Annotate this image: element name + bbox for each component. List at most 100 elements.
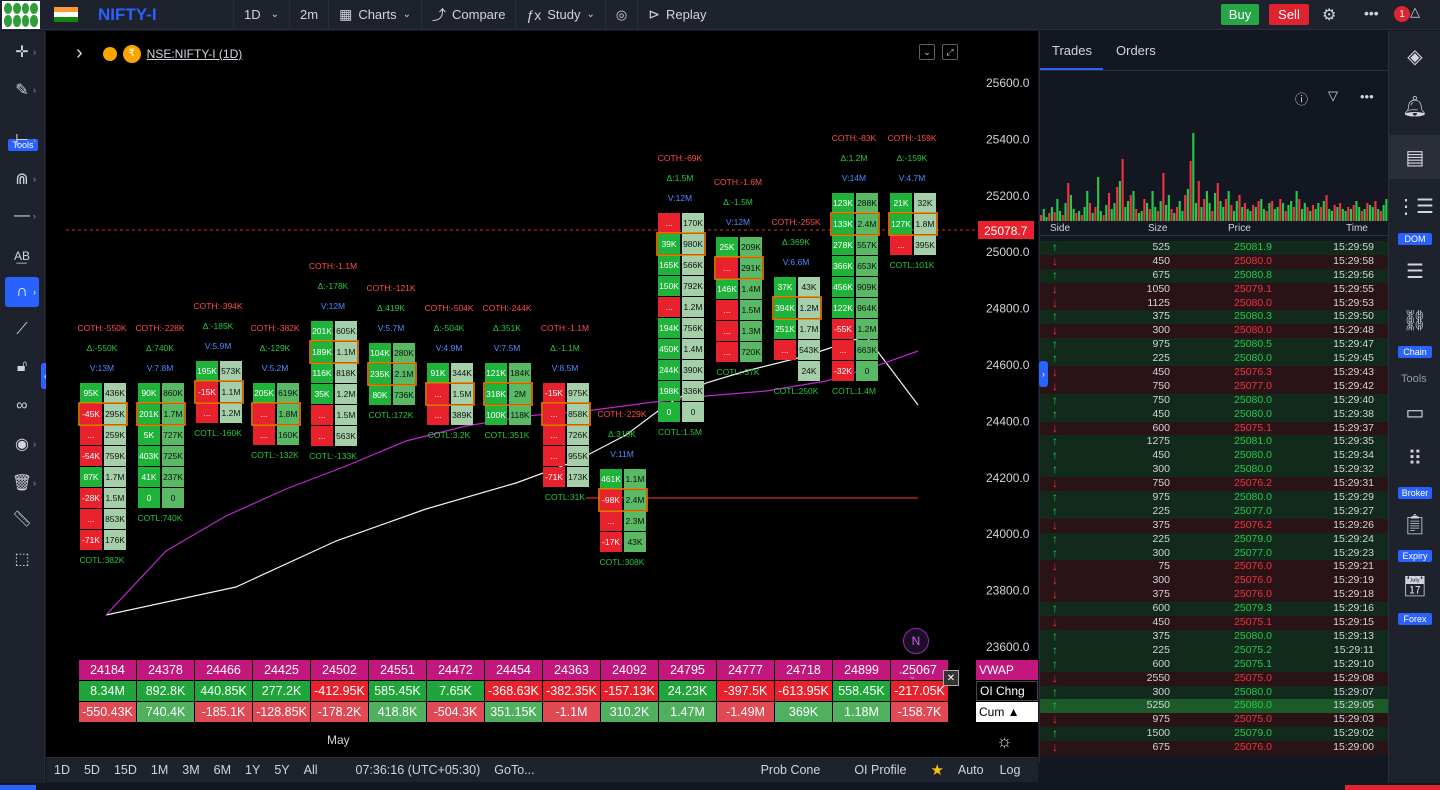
star-icon[interactable]: ★ [930,762,944,779]
log-scale-button[interactable]: Log [999,763,1021,777]
trade-row[interactable]: ↑ 450 25080.0 15:29:38 [1040,407,1388,422]
trade-row[interactable]: ↓ 2550 25075.0 15:29:08 [1040,671,1388,686]
help-icon[interactable]: ⓘ [1295,92,1309,107]
tab-trades[interactable]: Trades [1052,43,1092,58]
hide-drawings-tool[interactable]: ⬚ [5,544,39,574]
trade-row[interactable]: ↑ 5250 25080.0 15:29:05 [1040,698,1388,714]
range-5d[interactable]: 5D [83,763,100,777]
interval-2m-button[interactable]: 2m [290,0,330,30]
chevron-down-icon[interactable]: ⌄ [919,44,935,60]
trade-row[interactable]: ↑ 675 25080.8 15:29:56 [1040,268,1388,283]
broker-label[interactable]: Broker [1398,487,1432,499]
trade-row[interactable]: ↑ 225 25077.0 15:29:27 [1040,504,1388,519]
chart-area[interactable]: 25600.0 25400.0 25200.0 25000.0 24800.0 24600… [46,31,1038,757]
trade-row[interactable]: ↓ 675 25076.0 15:29:00 [1040,740,1388,755]
close-icon[interactable]: ✕ [943,670,959,686]
trade-row[interactable]: ↑ 750 25080.0 15:29:40 [1040,393,1388,408]
range-1y[interactable]: 1Y [245,763,261,777]
legend-symbol[interactable]: NSE:NIFTY-I (1D) [146,46,243,61]
trade-row[interactable]: ↑ 225 25079.0 15:29:24 [1040,532,1388,547]
link-tool[interactable]: ∞ [5,391,39,421]
trade-row[interactable]: ↓ 75 25076.0 15:29:21 [1040,560,1388,575]
app-logo[interactable] [0,0,42,30]
trade-row[interactable]: ↓ 375 25076.0 15:29:18 [1040,587,1388,603]
left-panel-collapse[interactable]: ‹ [41,363,50,389]
news-marker-icon[interactable]: N [903,628,929,654]
trade-row[interactable]: ↑ 600 25075.1 15:29:10 [1040,657,1388,672]
range-5y[interactable]: 5Y [274,763,290,777]
trade-row[interactable]: ↑ 225 25080.0 15:29:45 [1040,351,1388,367]
brush-tool[interactable]: ⟋ [5,315,39,345]
study-menu[interactable]: ƒx Study ⌄ [516,0,606,30]
range-15d[interactable]: 15D [113,763,137,777]
pen-tool[interactable]: ✎ › [5,75,39,105]
crosshair-tool[interactable]: ✛ › [5,37,39,67]
trade-row[interactable]: ↓ 300 25080.0 15:29:48 [1040,323,1388,339]
buy-button[interactable]: Buy [1221,4,1259,25]
trade-row[interactable]: ↑ 600 25079.3 15:29:16 [1040,601,1388,617]
prob-cone-button[interactable]: Prob Cone [760,763,821,777]
trade-row[interactable]: ↑ 375 25080.0 15:29:13 [1040,629,1388,644]
trade-row[interactable]: ↑ 1500 25079.0 15:29:02 [1040,726,1388,742]
expiry-icon[interactable]: 📋︎ [1402,513,1428,536]
ruler-tool[interactable]: 📏︎ [5,504,39,534]
horizontal-line-tool[interactable]: — › [5,201,39,231]
text-tool[interactable]: A͟B [5,241,39,271]
trade-row[interactable]: ↓ 300 25076.0 15:29:19 [1040,573,1388,589]
clock-time[interactable]: 07:36:16 (UTC+05:30) [355,763,481,777]
more-options-icon[interactable]: ••• [1360,89,1374,104]
tab-orders[interactable]: Orders [1116,43,1156,58]
lock-tool[interactable]: 🔓︎ [5,352,39,382]
chain-label[interactable]: Chain [1398,346,1432,358]
trade-row[interactable]: ↑ 975 25080.0 15:29:29 [1040,490,1388,505]
chain-icon[interactable]: ⛓︎ [1402,309,1428,332]
trade-row[interactable]: ↑ 375 25080.3 15:29:50 [1040,310,1388,325]
delete-tool[interactable]: 🗑︎ › [5,468,39,498]
trade-row[interactable]: ↓ 450 25080.0 15:29:58 [1040,254,1388,269]
bell-icon[interactable]: 🔔︎ [1402,95,1428,118]
trade-row[interactable]: ↑ 525 25081.9 15:29:59 [1040,240,1388,255]
range-1d[interactable]: 1D [54,763,70,777]
goto-button[interactable]: GoTo... [494,763,535,777]
oi-profile-button[interactable]: OI Profile [854,763,907,777]
instagram-button[interactable]: ◎ [606,0,639,30]
trade-row[interactable]: ↑ 225 25075.2 15:29:11 [1040,643,1388,658]
visibility-tool[interactable]: ◉ › [5,429,39,459]
gear-icon[interactable]: ⚙ [1322,7,1337,24]
compare-button[interactable]: ⤴ Compare [422,0,517,30]
trade-row[interactable]: ↑ 450 25080.0 15:29:34 [1040,448,1388,464]
range-6m[interactable]: 6M [213,763,232,777]
trade-row[interactable]: ↓ 750 25076.2 15:29:31 [1040,476,1388,492]
alert-triangle-icon[interactable]: △ [1410,4,1420,19]
interval-selector[interactable]: 1D ⌄ [233,0,291,30]
notification-badge[interactable]: 1 [1394,6,1410,22]
trade-row[interactable]: ↓ 750 25077.0 15:29:42 [1040,379,1388,394]
trade-row[interactable]: ↓ 600 25075.1 15:29:37 [1040,421,1388,436]
trade-row[interactable]: ↑ 300 25080.0 15:29:07 [1040,685,1388,700]
trade-row[interactable]: ↓ 450 25076.3 15:29:43 [1040,365,1388,380]
calendar-icon[interactable]: 📅︎ [1402,575,1428,598]
more-options-icon[interactable]: ••• [1364,5,1379,21]
trendline-tool[interactable]: ⊢ › [5,125,39,155]
charts-menu[interactable]: ▦ Charts ⌄ [329,0,422,30]
chevron-right-icon[interactable]: › [76,42,83,64]
theme-toggle-icon[interactable]: ☼ [996,731,1013,751]
dom-icon[interactable]: ⋮☰ [1396,195,1434,218]
right-panel-collapse[interactable]: › [1039,361,1048,387]
pattern-tool[interactable]: ⋒ › [5,164,39,194]
trade-row[interactable]: ↓ 375 25076.2 15:29:26 [1040,518,1388,533]
auto-scale-button[interactable]: Auto [957,763,984,777]
trade-row[interactable]: ↓ 1050 25079.1 15:29:55 [1040,282,1388,297]
trade-row[interactable]: ↓ 450 25075.1 15:29:15 [1040,615,1388,630]
symbol-search[interactable]: NIFTY-I [98,4,157,24]
cum-label[interactable]: Cum ▲ [976,702,1038,722]
trade-row[interactable]: ↑ 975 25080.5 15:29:47 [1040,337,1388,353]
filter-icon[interactable]: ▽ [1328,88,1338,103]
range-1m[interactable]: 1M [150,763,169,777]
layers-icon[interactable]: ◈ [1407,45,1423,68]
table-scroll-arrows[interactable]: ⌃ ⌄ [897,671,917,682]
sell-button[interactable]: Sell [1269,4,1309,25]
trade-row[interactable]: ↓ 975 25075.0 15:29:03 [1040,712,1388,728]
trade-row[interactable]: ↑ 300 25080.0 15:29:32 [1040,462,1388,478]
trade-row[interactable]: ↑ 300 25077.0 15:29:23 [1040,546,1388,561]
